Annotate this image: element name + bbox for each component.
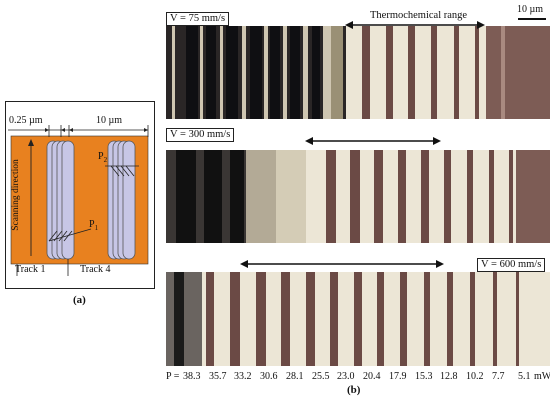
track1-label: Track 1 — [15, 264, 46, 275]
speed-label-3: V = 600 mm/s — [477, 258, 546, 272]
p2-label: P2 — [98, 151, 108, 164]
micrograph-strip-1 — [166, 26, 550, 119]
power-value-label: 25.5 — [312, 371, 330, 382]
track4-label: Track 4 — [80, 264, 111, 275]
micrograph-image-3 — [166, 272, 550, 366]
power-value-label: 10.2 — [466, 371, 484, 382]
power-unit: mW — [534, 371, 550, 382]
spacing-label: 0.25 µm — [9, 115, 43, 126]
micrograph-image-1 — [166, 26, 550, 119]
thermochemical-range-label: Thermochemical range — [370, 10, 468, 21]
power-value-label: 30.6 — [260, 371, 278, 382]
power-value-label: 7.7 — [492, 371, 505, 382]
micrograph-strip-2 — [166, 150, 550, 243]
power-value-label: 38.3 — [183, 371, 201, 382]
power-value-label: 28.1 — [286, 371, 304, 382]
speed-label-2: V = 300 mm/s — [166, 128, 235, 142]
width-label: 10 µm — [96, 115, 123, 126]
thermochemical-range-arrow-1 — [345, 21, 485, 29]
thermochemical-range-arrow-3 — [240, 260, 444, 268]
micrograph-strip-3 — [166, 272, 550, 366]
caption-a: (a) — [73, 294, 86, 306]
caption-b: (b) — [347, 384, 361, 396]
power-prefix: P = — [166, 371, 180, 382]
power-value-label: 33.2 — [234, 371, 252, 382]
scanning-direction-label: Scanning direction — [11, 159, 21, 231]
power-value-label: 35.7 — [209, 371, 227, 382]
micrograph-image-2 — [166, 150, 550, 243]
schematic-diagram — [8, 125, 149, 276]
power-value-label: 20.4 — [363, 371, 381, 382]
panel-a: 0.25 µm 10 µm Scanning direction P2 P1 T… — [5, 101, 155, 289]
power-value-label: 23.0 — [337, 371, 355, 382]
scale-bar-label: 10 µm — [517, 4, 544, 15]
power-value-label: 5.1 — [518, 371, 531, 382]
thermochemical-range-arrow-2 — [305, 137, 441, 145]
power-value-label: 17.9 — [389, 371, 407, 382]
power-value-label: 15.3 — [415, 371, 433, 382]
speed-label-1: V = 75 mm/s — [166, 12, 230, 26]
p1-label: P1 — [89, 219, 99, 232]
power-value-label: 12.8 — [440, 371, 458, 382]
scale-bar — [518, 18, 546, 20]
